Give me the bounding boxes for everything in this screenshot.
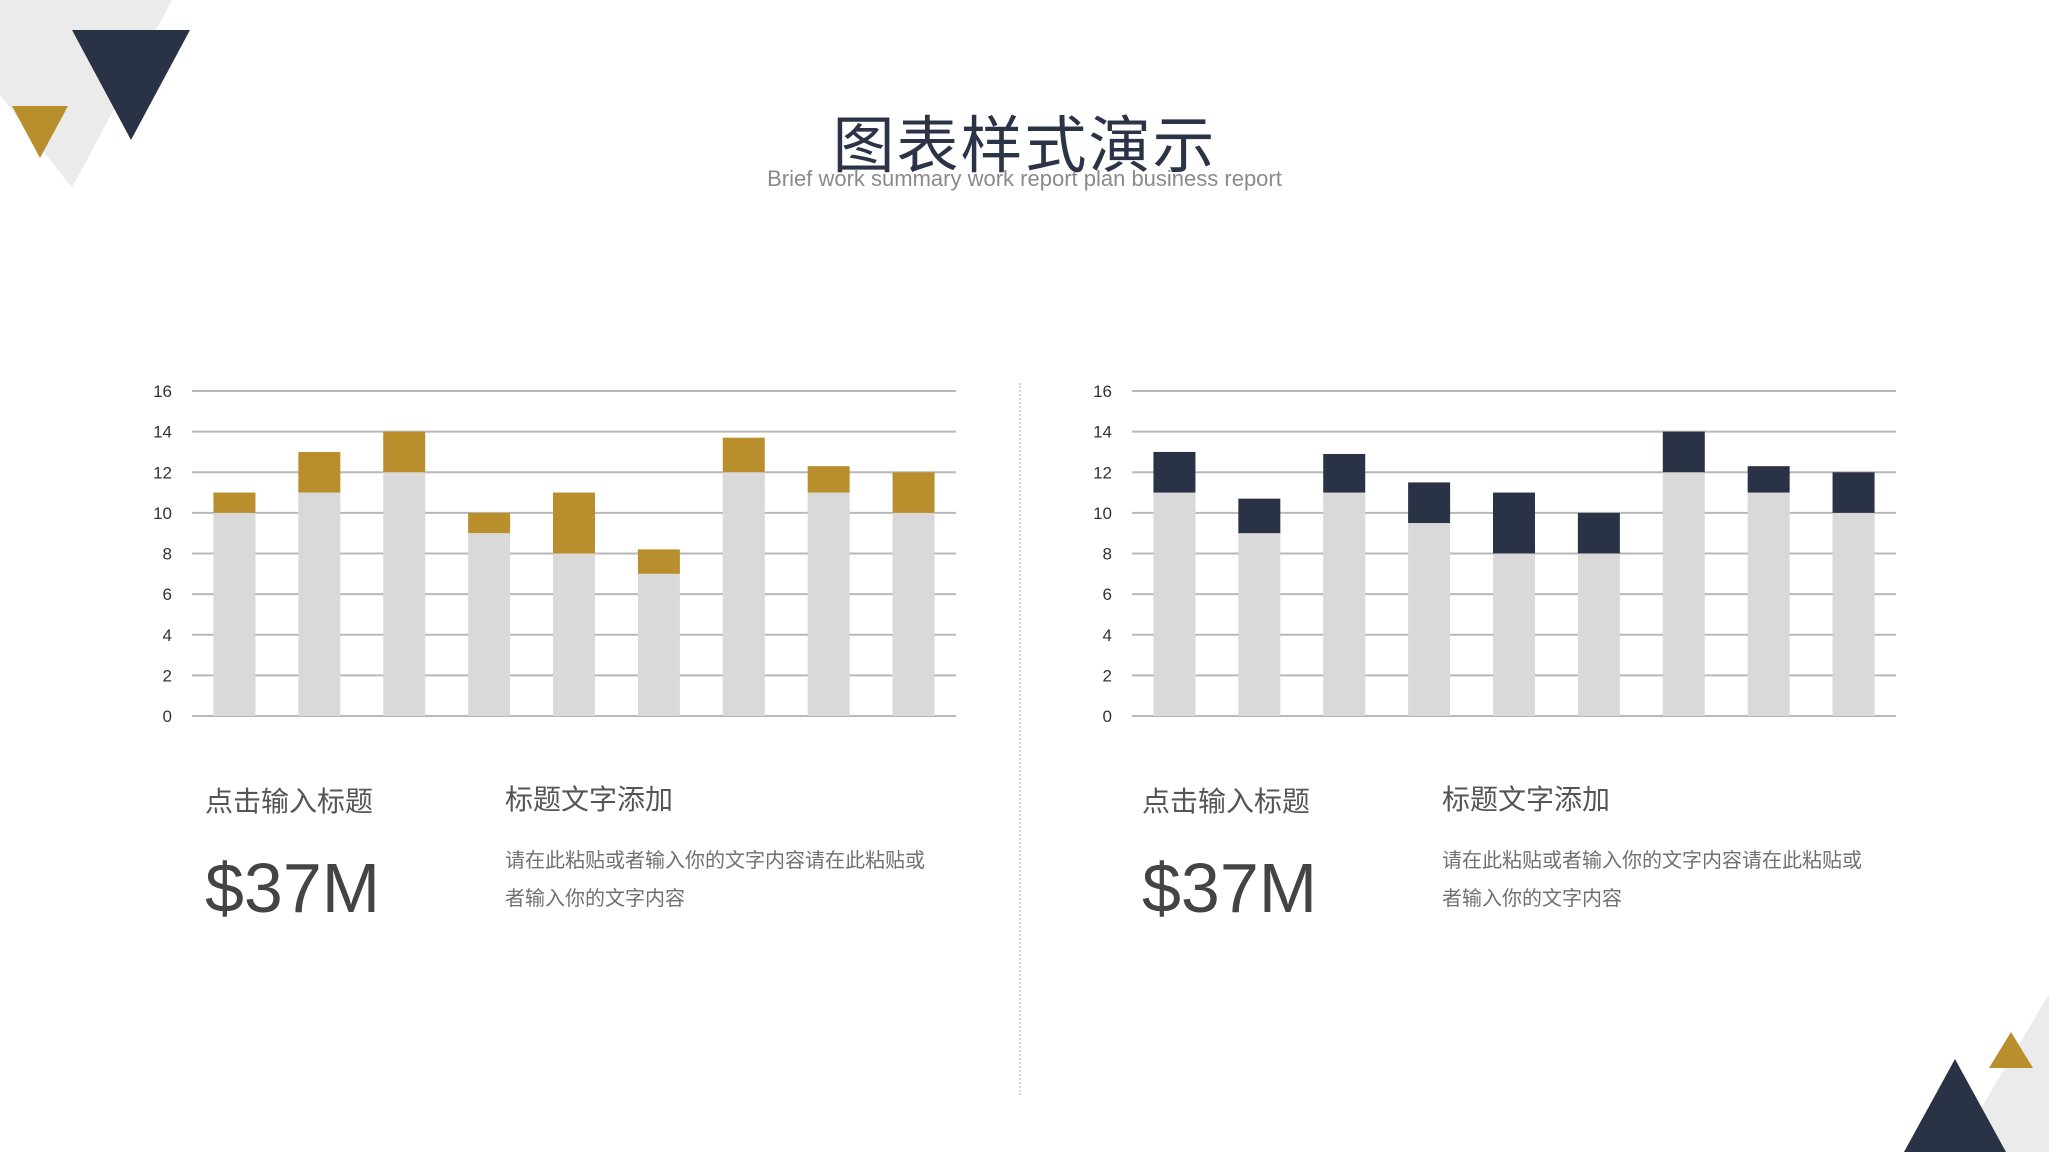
bar-top-segment (1408, 482, 1451, 524)
gold-triangle (1989, 1032, 2033, 1068)
y-tick-label: 0 (163, 707, 172, 726)
gold-triangle (12, 106, 68, 158)
y-tick-label: 16 (1093, 382, 1112, 401)
y-tick-label: 8 (1103, 545, 1112, 564)
bar-top-segment (1238, 498, 1281, 534)
bar-base-segment (1577, 553, 1620, 716)
y-tick-label: 14 (1093, 423, 1112, 442)
y-tick-label: 10 (1093, 504, 1112, 523)
bar-base-segment (468, 533, 511, 716)
bar-top-segment (892, 472, 935, 513)
bar-base-segment (1323, 492, 1366, 716)
bar-base-segment (553, 553, 595, 716)
bar-top-segment (1577, 512, 1620, 554)
y-tick-label: 12 (1093, 463, 1112, 482)
bar-base-segment (807, 492, 850, 716)
panel-description[interactable]: 请在此粘贴或者输入你的文字内容请在此粘贴或者输入你的文字内容 (1442, 848, 1862, 910)
bar-top-segment (553, 492, 595, 554)
navy-triangle (1904, 1059, 2006, 1152)
panel-value: $37M (205, 849, 381, 927)
bar-top-segment (213, 492, 256, 513)
panel-value: $37M (1142, 849, 1318, 927)
bar-base-segment (1832, 512, 1875, 716)
panel-label[interactable]: 点击输入标题 (1142, 785, 1311, 818)
bar-top-segment (722, 437, 765, 473)
stacked-bar-chart-left: 0 2 4 6 8 10 12 14 16 (140, 370, 960, 734)
panel-heading[interactable]: 标题文字添加 (505, 783, 674, 816)
bar-top-segment (807, 466, 850, 493)
panel-description[interactable]: 请在此粘贴或者输入你的文字内容请在此粘贴或者输入你的文字内容 (505, 848, 925, 910)
panel-heading[interactable]: 标题文字添加 (1442, 783, 1611, 816)
bar-top-segment (383, 431, 426, 473)
bar-base-segment (213, 512, 256, 716)
y-tick-label: 16 (153, 382, 172, 401)
bar-base-segment (1153, 492, 1196, 716)
y-tick-label: 2 (163, 666, 172, 685)
navy-triangle (72, 30, 190, 140)
y-tick-label: 14 (153, 423, 172, 442)
center-divider (1019, 383, 1021, 1095)
bar-top-segment (1493, 492, 1535, 554)
y-tick-label: 4 (163, 626, 172, 645)
page-subtitle: Brief work summary work report plan busi… (767, 166, 1282, 191)
bar-top-segment (1153, 451, 1196, 493)
y-tick-label: 6 (163, 585, 172, 604)
y-tick-label: 8 (163, 545, 172, 564)
bar-base-segment (1238, 533, 1281, 716)
bar-base-segment (637, 573, 680, 716)
bar-top-segment (1662, 431, 1705, 473)
y-tick-label: 4 (1103, 626, 1112, 645)
bar-top-segment (1832, 472, 1875, 513)
bar-base-segment (1662, 472, 1705, 716)
bar-top-segment (298, 451, 341, 493)
bar-base-segment (722, 472, 765, 716)
panel-label[interactable]: 点击输入标题 (205, 785, 374, 818)
page-title: 图表样式演示 (832, 109, 1217, 182)
bar-top-segment (1747, 466, 1790, 493)
y-tick-label: 12 (153, 463, 172, 482)
corner-decoration-top-left (0, 0, 190, 188)
bar-base-segment (1747, 492, 1790, 716)
bar-base-segment (1408, 523, 1451, 716)
y-tick-label: 6 (1103, 585, 1112, 604)
bar-top-segment (468, 512, 511, 534)
bar-base-segment (892, 512, 935, 716)
y-tick-label: 0 (1103, 707, 1112, 726)
y-tick-label: 2 (1103, 666, 1112, 685)
y-tick-label: 10 (153, 504, 172, 523)
bar-base-segment (383, 472, 426, 716)
corner-decoration-bottom-right (1904, 994, 2049, 1152)
bar-top-segment (637, 549, 680, 574)
bar-top-segment (1323, 453, 1366, 493)
bar-base-segment (298, 492, 341, 716)
bar-base-segment (1493, 553, 1535, 716)
stacked-bar-chart-right: 0 2 4 6 8 10 12 14 16 (1080, 370, 1900, 734)
